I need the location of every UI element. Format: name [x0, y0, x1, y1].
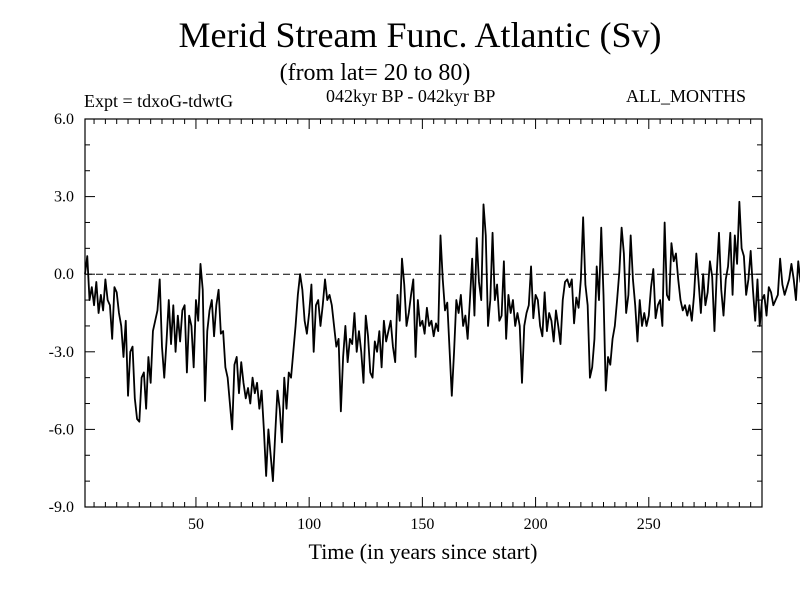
chart-subtitle: (from lat= 20 to 80)	[279, 60, 471, 86]
y-tick-label: -9.0	[49, 499, 74, 516]
plot-frame	[84, 118, 763, 508]
x-tick-label: 100	[297, 516, 321, 533]
y-tick-label: 6.0	[54, 111, 74, 128]
y-tick-label: -6.0	[49, 421, 74, 438]
x-tick-label: 250	[637, 516, 661, 533]
series-line-0	[84, 200, 800, 483]
y-tick-label: 3.0	[54, 189, 74, 206]
period-label: 042kyr BP - 042kyr BP	[326, 86, 496, 106]
x-tick-label: 200	[524, 516, 548, 533]
x-tick-label: 50	[188, 516, 204, 533]
y-tick-label: 0.0	[54, 266, 74, 283]
y-tick-label: -3.0	[49, 344, 74, 361]
chart-title: Merid Stream Func. Atlantic (Sv)	[178, 15, 662, 55]
months-label: ALL_MONTHS	[626, 86, 746, 106]
x-tick-label: 150	[410, 516, 434, 533]
experiment-label: Expt = tdxoG-tdwtG	[84, 91, 234, 111]
x-axis-label: Time (in years since start)	[308, 539, 538, 564]
